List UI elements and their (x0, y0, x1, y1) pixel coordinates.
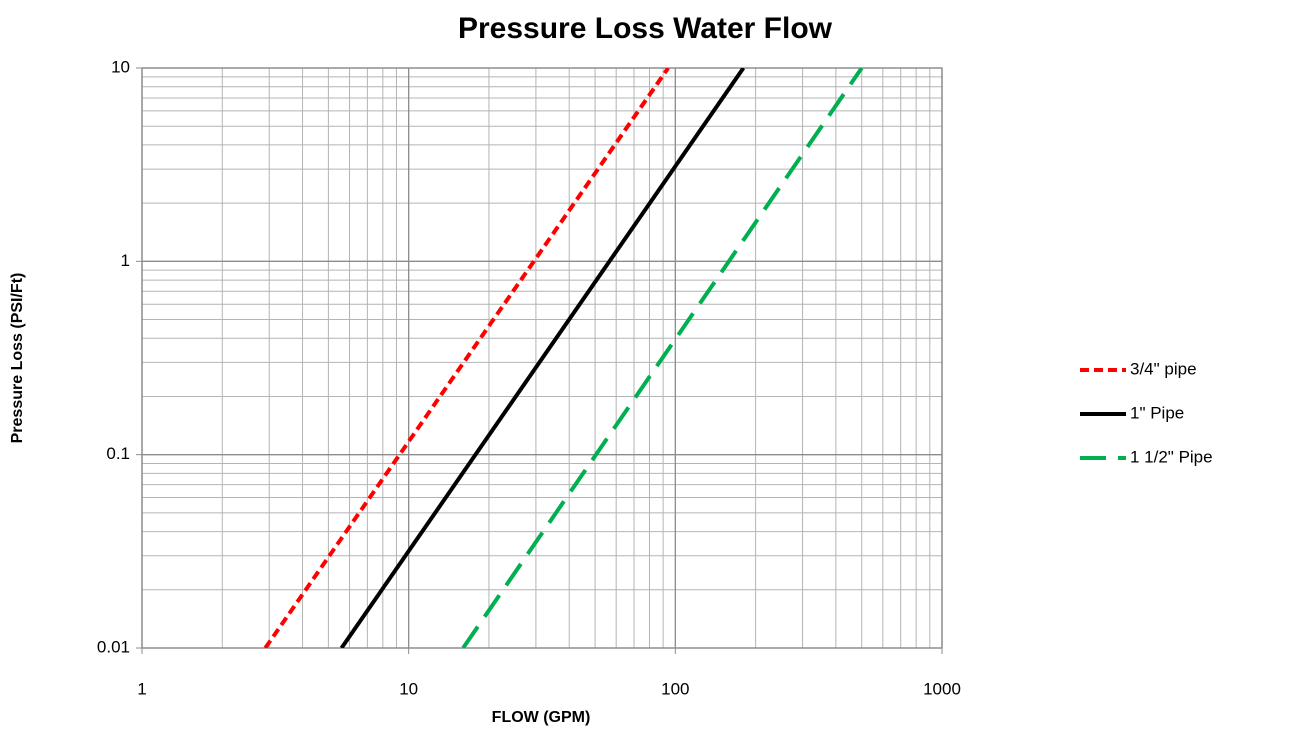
x-tick-label: 1 (137, 679, 146, 698)
series-line (461, 68, 864, 648)
legend-label: 1" Pipe (1130, 403, 1184, 422)
x-axis-label: FLOW (GPM) (492, 709, 591, 726)
legend-label: 1 1/2" Pipe (1130, 447, 1213, 466)
series-line (263, 68, 670, 648)
y-tick-label: 0.1 (106, 444, 130, 463)
x-tick-label: 100 (661, 679, 689, 698)
legend-label: 3/4" pipe (1130, 359, 1197, 378)
y-axis-label: Pressure Loss (PSI/Ft) (9, 273, 26, 444)
plot-border (141, 67, 943, 649)
chart-title: Pressure Loss Water Flow (458, 12, 833, 45)
y-tick-label: 10 (111, 57, 130, 76)
series-line (339, 68, 746, 648)
y-tick-label: 1 (121, 251, 130, 270)
x-tick-label: 10 (399, 679, 418, 698)
x-tick-label: 1000 (923, 679, 961, 698)
y-tick-label: 0.01 (97, 637, 130, 656)
